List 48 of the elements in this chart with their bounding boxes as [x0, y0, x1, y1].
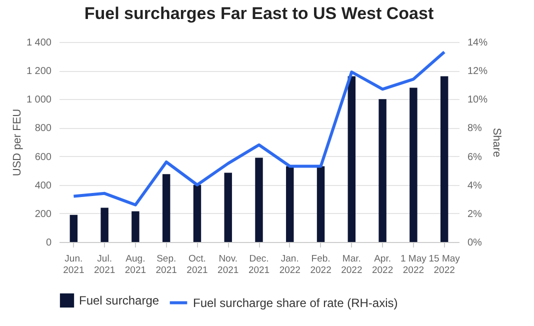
- bar: [100, 208, 108, 242]
- y2-tick-label: 14%: [468, 38, 488, 48]
- y-tick-label: 1 400: [26, 38, 52, 48]
- y2-tick-label: 12%: [468, 66, 488, 78]
- x-tick-label: Apr. 2022: [372, 254, 394, 276]
- bar: [70, 214, 78, 242]
- y-tick-label: 200: [34, 208, 52, 220]
- bar: [162, 174, 170, 242]
- legend-label: Fuel surcharge: [79, 293, 160, 308]
- bar: [410, 88, 418, 242]
- y-tick-label: 0: [46, 238, 52, 248]
- y-tick-label: 600: [34, 152, 52, 163]
- y-tick-label: 400: [34, 180, 52, 192]
- bar: [316, 166, 325, 242]
- y-axis-title: USD per FEU: [11, 108, 24, 176]
- x-tick-label: Nov. 2021: [218, 254, 239, 276]
- x-tick-label: Mar. 2022: [341, 254, 362, 276]
- y-tick-label: 1 000: [26, 94, 52, 106]
- x-tick-label: Jul. 2021: [94, 254, 116, 276]
- bar: [255, 158, 263, 242]
- bar: [132, 211, 140, 242]
- bar: [224, 172, 232, 242]
- y2-tick-label: 8%: [468, 123, 482, 134]
- bar: [378, 99, 386, 242]
- y2-axis-title: Share: [490, 128, 503, 158]
- bar: [193, 184, 202, 242]
- line-series: [72, 50, 446, 206]
- y2-tick-label: 0%: [468, 238, 482, 248]
- bar: [440, 76, 448, 242]
- x-tick-label: Jun. 2021: [63, 254, 84, 276]
- x-tick-label: Oct. 2021: [186, 254, 208, 276]
- x-tick-label: Dec. 2021: [248, 254, 270, 276]
- y2-tick-label: 6%: [468, 152, 482, 163]
- y2-tick-label: 4%: [468, 180, 482, 192]
- chart-title: Fuel surcharges Far East to US West Coast: [84, 4, 434, 23]
- y-tick-label: 800: [34, 123, 52, 134]
- y2-tick-label: 2%: [468, 208, 482, 220]
- legend-label: Fuel surcharge share of rate (RH-axis): [193, 296, 398, 310]
- x-tick-label: Feb. 2022: [310, 254, 332, 276]
- x-tick-label: 15 May 2022: [428, 254, 460, 276]
- x-tick-label: Jan. 2022: [279, 254, 300, 276]
- y2-tick-label: 10%: [468, 94, 488, 106]
- x-tick-label: Aug. 2021: [124, 254, 146, 276]
- bar: [286, 166, 294, 242]
- y-tick-label: 1 200: [26, 66, 52, 78]
- x-tick-label: Sep. 2021: [156, 254, 177, 276]
- bar: [348, 76, 356, 242]
- x-tick-label: 1 May 2022: [400, 254, 427, 276]
